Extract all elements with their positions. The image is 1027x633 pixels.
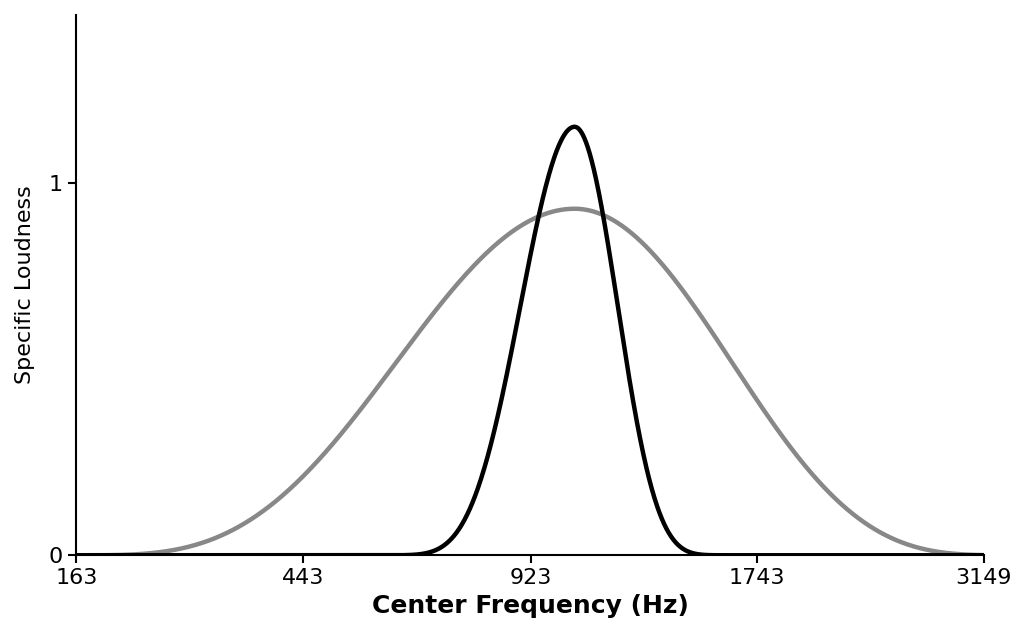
Y-axis label: Specific Loudness: Specific Loudness xyxy=(15,185,35,384)
X-axis label: Center Frequency (Hz): Center Frequency (Hz) xyxy=(372,594,688,618)
